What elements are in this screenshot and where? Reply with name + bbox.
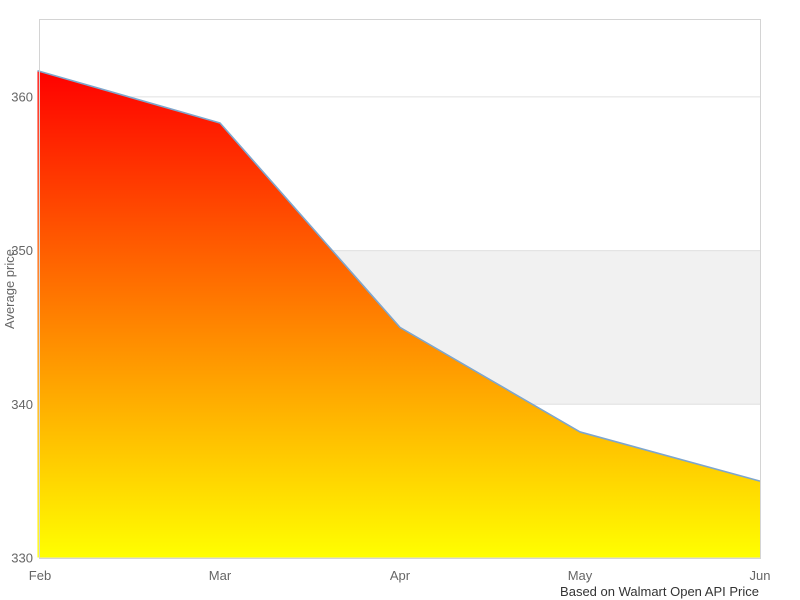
y-tick-label-340: 340 [11,397,33,412]
x-tick-label-mar: Mar [209,568,232,583]
x-tick-label-apr: Apr [390,568,411,583]
x-tick-label-feb: Feb [29,568,51,583]
y-axis-title: Average price [2,249,17,329]
chart-caption: Based on Walmart Open API Price [560,584,759,599]
area-fill [37,70,760,558]
y-axis-labels: 330 340 350 360 [11,89,33,565]
y-tick-label-350: 350 [11,243,33,258]
x-axis-labels: Feb Mar Apr May Jun [29,568,771,583]
y-tick-label-330: 330 [11,551,33,566]
x-tick-label-may: May [568,568,593,583]
series-line [37,69,761,482]
x-tick-label-jun: Jun [750,568,771,583]
y-tick-label-360: 360 [11,89,33,104]
plot-border [39,19,761,559]
